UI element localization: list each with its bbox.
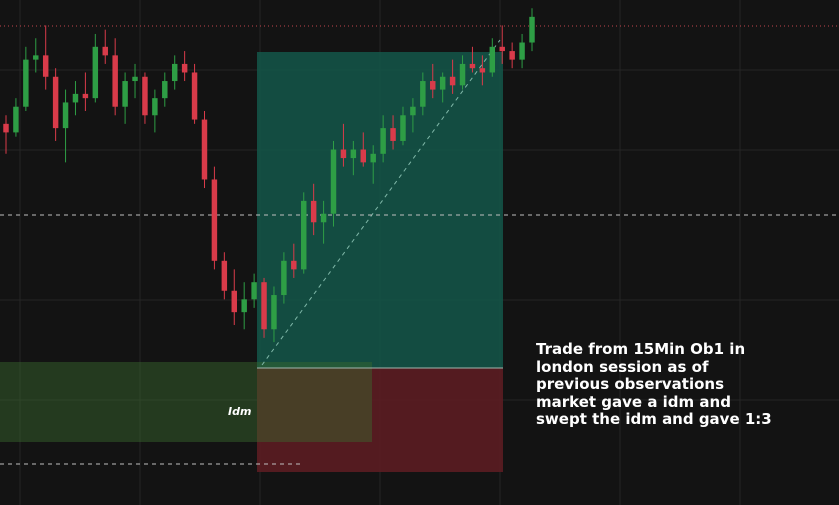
candle-body <box>439 76 446 90</box>
candle-body <box>459 63 466 86</box>
candle-body <box>162 81 168 99</box>
candle-body <box>241 299 247 313</box>
candle-body <box>310 200 317 223</box>
candle-body <box>420 81 426 107</box>
candle-body <box>370 153 376 163</box>
candle-body <box>291 260 297 270</box>
candle-body <box>191 72 198 120</box>
candle-body <box>33 55 39 60</box>
candle-body <box>360 149 367 163</box>
candle-body <box>499 46 505 52</box>
candle-body <box>62 102 69 129</box>
candle-body <box>92 46 99 99</box>
candle-body <box>211 179 218 261</box>
candle-body <box>449 76 456 86</box>
candle-body <box>430 81 436 90</box>
candle-body <box>82 93 89 99</box>
candle-body <box>3 123 9 133</box>
candle-body <box>271 295 277 330</box>
trend-line <box>261 39 501 366</box>
candle-body <box>261 282 267 330</box>
candle-body <box>52 76 59 129</box>
candle-body <box>152 98 158 116</box>
candle-body <box>340 149 347 159</box>
candle-body <box>231 290 237 313</box>
annotation-line-3: previous observations <box>536 375 725 393</box>
stop-zone <box>257 368 503 472</box>
candle-body <box>251 282 257 300</box>
annotation-line-1: Trade from 15Min Ob1 in <box>536 340 746 358</box>
candle-body <box>350 149 357 159</box>
candle-body <box>281 260 287 296</box>
candle-body <box>181 63 188 73</box>
annotation-line-5: swept the idm and gave 1:3 <box>536 410 772 428</box>
candle-body <box>489 46 496 73</box>
idm-label: Idm <box>228 405 252 418</box>
candle-body <box>469 63 476 69</box>
candle-body <box>102 46 108 56</box>
target-zone <box>257 52 503 368</box>
annotation-line-2: london session as of <box>536 357 709 376</box>
candle-body <box>142 76 148 116</box>
trade-annotation: Trade from 15Min Ob1 in london session a… <box>536 340 826 429</box>
candle-body <box>390 128 396 141</box>
candle-body <box>380 128 386 154</box>
candle-body <box>301 200 307 270</box>
candle-body <box>23 59 29 107</box>
candle-body <box>13 106 19 133</box>
candle-body <box>221 260 228 291</box>
candle-body <box>201 119 208 180</box>
candle-body <box>122 81 128 107</box>
candle-body <box>400 115 406 141</box>
candle-body <box>132 76 138 82</box>
order-block-zone <box>0 362 372 442</box>
candle-body <box>112 55 118 107</box>
candle-body <box>479 68 486 73</box>
candle-body <box>529 16 535 43</box>
candle-body <box>171 63 178 82</box>
candles-layer <box>3 8 535 343</box>
candle-body <box>519 42 525 60</box>
candle-body <box>320 213 327 223</box>
annotation-line-4: market gave a idm and <box>536 392 731 411</box>
candle-body <box>509 51 515 60</box>
candle-body <box>42 55 49 77</box>
candle-body <box>330 149 337 214</box>
candle-body <box>410 106 416 116</box>
candle-body <box>72 93 79 103</box>
